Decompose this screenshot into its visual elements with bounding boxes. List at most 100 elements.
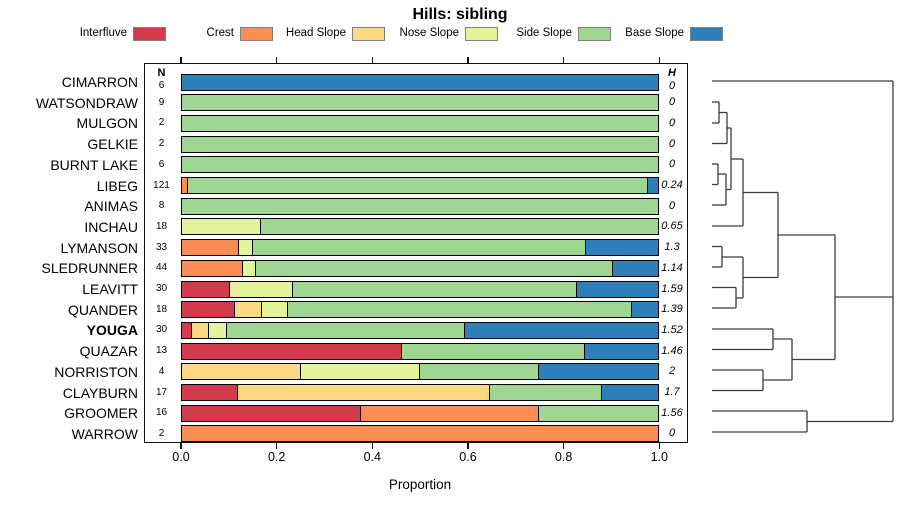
n-value: 33 — [155, 241, 168, 253]
bar-segment — [288, 302, 632, 318]
bar-segment — [261, 302, 289, 318]
n-value: 44 — [155, 262, 168, 274]
x-tick — [562, 57, 565, 63]
bar-segment — [602, 385, 659, 400]
x-tick — [180, 57, 182, 63]
bar-segment — [182, 385, 239, 400]
legend-label: Side Slope — [516, 27, 572, 39]
legend-label: Base Slope — [625, 27, 684, 39]
row-label: LEAVITT — [82, 281, 138, 297]
bar-segment — [182, 74, 659, 90]
row-bar — [181, 114, 660, 132]
n-value: 4 — [158, 365, 165, 377]
x-axis-title: Proportion — [388, 477, 452, 492]
row-label: LYMANSON — [60, 239, 138, 256]
bar-segment — [539, 405, 659, 421]
bar-segment — [182, 364, 302, 380]
h-value: 1.46 — [661, 344, 683, 357]
x-tick — [658, 443, 660, 449]
n-value: 30 — [155, 283, 168, 294]
bar-segment — [182, 302, 235, 318]
bar-segment — [226, 322, 465, 338]
row-bar — [181, 301, 660, 319]
bar-segment — [182, 115, 659, 131]
row-bar — [181, 73, 660, 91]
x-tick-label: 0.2 — [267, 450, 286, 464]
bar-segment — [420, 364, 540, 380]
row-label: YOUGA — [86, 322, 138, 339]
row-label: QUANDER — [67, 301, 138, 318]
row-bar — [181, 177, 660, 194]
bar-segment — [182, 322, 192, 338]
row-bar — [181, 384, 660, 401]
row-label: QUAZAR — [79, 343, 138, 360]
n-value: 30 — [155, 324, 168, 336]
n-value: 2 — [158, 138, 165, 150]
row-bar — [181, 425, 660, 443]
x-tick — [275, 443, 278, 449]
bar-segment — [301, 364, 421, 380]
bar-segment — [238, 385, 491, 400]
chart-title: Hills: sibling — [412, 6, 508, 23]
n-value: 18 — [155, 220, 168, 232]
bar-segment — [182, 95, 659, 111]
row-label: ANIMAS — [84, 198, 138, 215]
bar-segment — [464, 322, 659, 338]
n-value: 16 — [155, 407, 168, 419]
legend-label: Head Slope — [285, 27, 346, 39]
n-value: 18 — [155, 303, 168, 315]
row-bar — [181, 218, 660, 236]
n-value: 8 — [158, 200, 165, 212]
row-label: WARROW — [71, 425, 138, 442]
h-value: 0 — [668, 158, 676, 171]
legend-swatch — [352, 27, 385, 41]
n-value: 9 — [158, 96, 165, 108]
x-tick — [562, 443, 565, 449]
bar-segment — [613, 260, 659, 276]
h-value: 0 — [668, 427, 676, 440]
n-value: 121 — [153, 179, 170, 191]
row-bar — [181, 363, 660, 381]
bar-segment — [229, 281, 293, 297]
legend-swatch — [690, 27, 723, 41]
row-bar — [181, 197, 660, 215]
n-value: 6 — [158, 158, 165, 170]
row-label: MULGON — [76, 115, 138, 132]
h-value: 0 — [668, 116, 676, 129]
n-value: 13 — [155, 345, 168, 357]
h-value: 1.14 — [661, 261, 683, 274]
legend-label: Nose Slope — [399, 27, 459, 39]
bar-segment — [182, 136, 659, 152]
bar-segment — [292, 281, 578, 297]
bar-segment — [182, 405, 361, 421]
bar-segment — [255, 260, 614, 276]
row-bar — [181, 135, 660, 153]
n-value: 6 — [158, 80, 165, 91]
h-value: 2 — [668, 365, 676, 378]
bar-segment — [234, 302, 262, 318]
x-tick-label: 0.4 — [363, 450, 381, 464]
bar-segment — [648, 178, 659, 193]
row-label: INCHAU — [84, 218, 138, 235]
bar-segment — [585, 240, 659, 256]
x-tick — [467, 57, 469, 63]
row-label: CLAYBURN — [62, 384, 138, 401]
x-tick — [371, 57, 373, 63]
bar-segment — [182, 281, 230, 297]
bar-segment — [402, 343, 585, 359]
bar-segment — [239, 240, 254, 256]
bar-segment — [242, 260, 256, 276]
h-value: 0 — [668, 80, 676, 92]
bar-segment — [209, 322, 227, 338]
bar-segment — [584, 343, 659, 359]
x-tick — [467, 443, 469, 449]
x-tick — [371, 443, 373, 449]
h-value: 1.3 — [664, 241, 680, 254]
row-bar — [181, 342, 660, 360]
h-value: 1.52 — [661, 323, 683, 336]
bar-segment — [182, 343, 403, 359]
bar-segment — [182, 240, 240, 256]
row-label: LIBEG — [96, 177, 138, 194]
bar-segment — [539, 364, 659, 380]
